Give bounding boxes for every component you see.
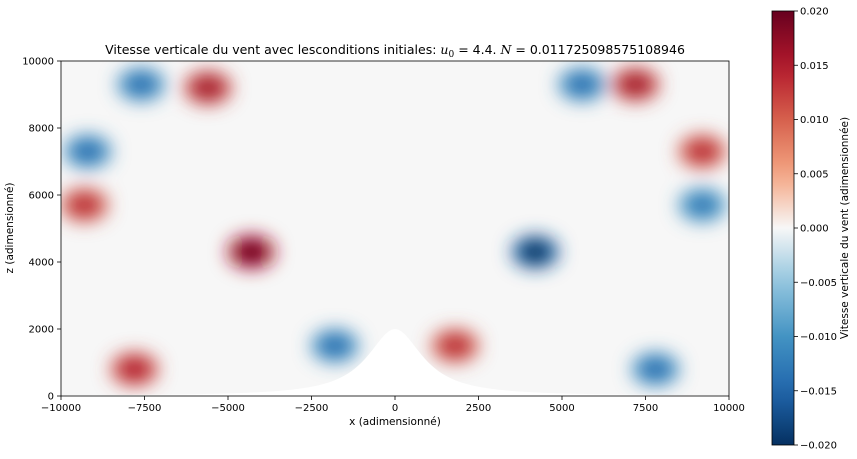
colorbar-tick-label: −0.015 (800, 386, 837, 397)
plot-area: −10000 −7500 −5000 −2500 0 2500 5000 7500 10000 … (4, 57, 745, 429)
colorbar-tick-label: 0.015 (800, 61, 829, 72)
x-tick-label: −2500 (295, 403, 329, 414)
y-tick-label: 0 (48, 392, 54, 403)
x-tick-label: 2500 (466, 403, 491, 414)
downdraft-core (320, 334, 350, 357)
chart-title: Vitesse verticale du vent avec lescondit… (105, 42, 685, 60)
updraft-core (119, 357, 150, 381)
colorbar-tick-label: −0.010 (800, 332, 837, 343)
x-tick-label: −7500 (128, 403, 162, 414)
updraft-core (687, 140, 718, 163)
colorbar-label: Vitesse verticale du vent (adimensionnée… (839, 117, 851, 339)
downdraft-core (72, 140, 103, 163)
x-tick-label: −5000 (211, 403, 245, 414)
y-tick-label: 2000 (29, 325, 54, 336)
terrain-mountain (61, 329, 729, 396)
updraft-core (69, 193, 100, 217)
downdraft-core (126, 73, 156, 96)
colorbar-tick-label: −0.020 (800, 441, 837, 452)
downdraft-core (640, 358, 671, 381)
y-tick-label: 6000 (29, 191, 54, 202)
y-axis: 0 2000 4000 6000 8000 10000 (22, 57, 61, 403)
colorbar-tick-label: 0.005 (800, 169, 829, 180)
updraft-core (620, 73, 651, 96)
colorbar-tick-label: −0.005 (800, 278, 837, 289)
x-axis: −10000 −7500 −5000 −2500 0 2500 5000 7500 10000 (41, 396, 745, 414)
y-axis-label: z (adimensionné) (4, 183, 16, 274)
colorbar-tick-label: 0.020 (800, 7, 829, 18)
downdraft-core (567, 73, 597, 96)
colorbar-gradient (772, 11, 794, 445)
x-tick-label: 7500 (633, 403, 658, 414)
y-tick-label: 8000 (29, 124, 54, 135)
x-tick-label: 0 (392, 403, 398, 414)
downdraft-core (519, 239, 552, 264)
y-tick-label: 4000 (29, 258, 54, 269)
updraft-core (192, 76, 224, 100)
colorbar-ticks: 0.020 0.015 0.010 0.005 0.000 −0.005 −0.010 −0.… (794, 7, 837, 452)
colorbar-tick-label: 0.000 (800, 224, 829, 235)
x-tick-label: −10000 (41, 403, 81, 414)
colorbar-tick-label: 0.010 (800, 115, 829, 126)
colorbar: 0.020 0.015 0.010 0.005 0.000 −0.005 −0.010 −0.… (771, 7, 851, 452)
x-axis-label: x (adimensionné) (349, 416, 441, 428)
updraft-core (235, 239, 268, 264)
x-tick-label: 10000 (713, 403, 745, 414)
downdraft-core (687, 194, 717, 216)
y-tick-label: 10000 (22, 57, 54, 68)
updraft-core (440, 334, 470, 357)
x-tick-label: 5000 (549, 403, 574, 414)
